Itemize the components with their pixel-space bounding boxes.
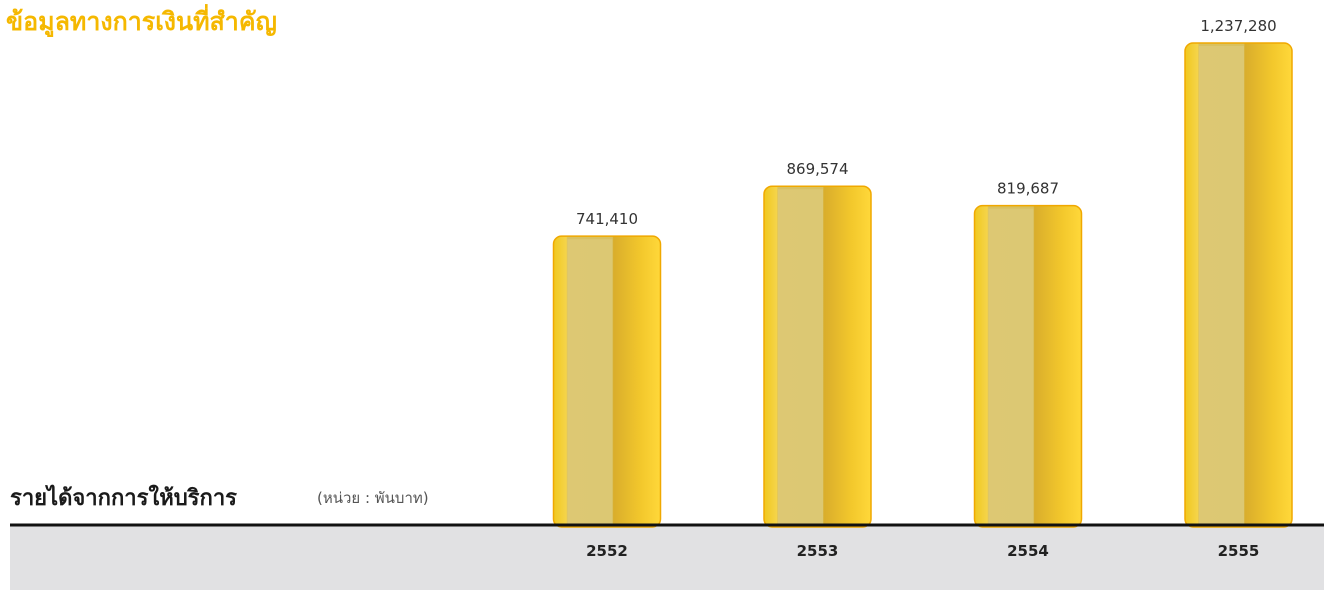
value-label-2553: 869,574 [786, 160, 848, 178]
labels-layer: 741,410 869,574 819,687 1,237,280 [576, 17, 1277, 228]
bar-2554 [973, 204, 1083, 528]
bar-2555 [1184, 42, 1293, 528]
value-label-2554: 819,687 [997, 180, 1059, 198]
footer-band [10, 526, 1324, 590]
bar-2553 [763, 185, 872, 528]
page-title: ข้อมูลทางการเงินที่สำคัญ [6, 7, 277, 36]
x-tick-label-2554: 2554 [1007, 542, 1049, 560]
bar-2552 [552, 235, 662, 528]
x-tick-labels: 2552 2553 2554 2555 [586, 542, 1259, 560]
x-tick-label-2555: 2555 [1218, 542, 1260, 560]
x-tick-label-2553: 2553 [797, 542, 839, 560]
bars-layer [552, 42, 1293, 528]
value-label-2555: 1,237,280 [1200, 17, 1276, 35]
value-label-2552: 741,410 [576, 210, 638, 228]
x-tick-label-2552: 2552 [586, 542, 628, 560]
chart-title: รายได้จากการให้บริการ [10, 486, 237, 511]
chart-unit-label: (หน่วย : พันบาท) [317, 489, 429, 507]
